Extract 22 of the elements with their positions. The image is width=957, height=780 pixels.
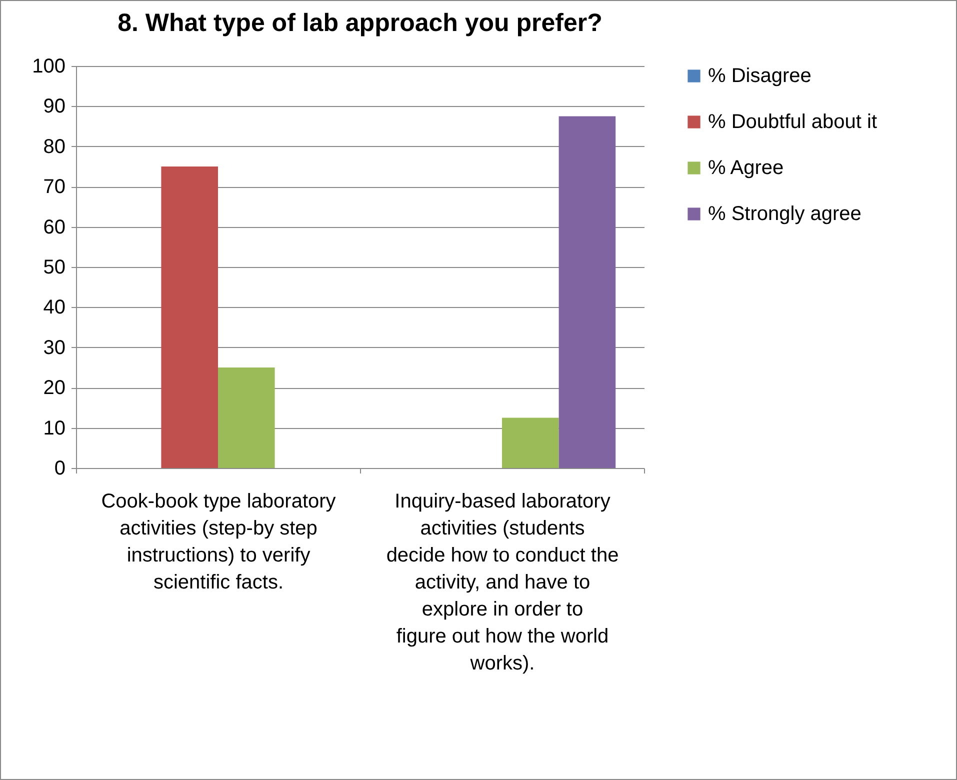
chart-title: 8. What type of lab approach you prefer? — [118, 9, 602, 37]
y-tick-label: 60 — [43, 216, 66, 238]
legend-label: % Strongly agree — [708, 203, 862, 225]
legend-label: % Agree — [708, 157, 784, 179]
y-tick-label: 80 — [43, 136, 66, 158]
y-tick-label: 30 — [43, 336, 66, 359]
bar — [502, 418, 559, 468]
y-tick-label: 90 — [43, 96, 66, 118]
y-tick-label: 10 — [43, 417, 66, 440]
x-tick-label: Inquiry-based laboratory activities (students decide how to conduct the activity, and have to explore in order to figure out how the world works). — [386, 490, 619, 674]
x-tick-label: Cook-book type laboratory activities (step-by step instructions) to verify scientific facts. — [101, 490, 336, 594]
y-tick-label: 40 — [43, 296, 66, 319]
bar — [161, 166, 218, 468]
bar — [218, 368, 275, 468]
y-tick-label: 20 — [43, 377, 66, 400]
y-tick-label: 70 — [43, 176, 66, 198]
y-tick-label: 50 — [43, 256, 66, 278]
legend-label: % Disagree — [708, 65, 812, 87]
bar — [558, 116, 616, 468]
y-tick-label: 0 — [54, 458, 66, 480]
legend-label: % Doubtful about it — [708, 111, 878, 133]
y-tick-label: 100 — [32, 56, 66, 78]
